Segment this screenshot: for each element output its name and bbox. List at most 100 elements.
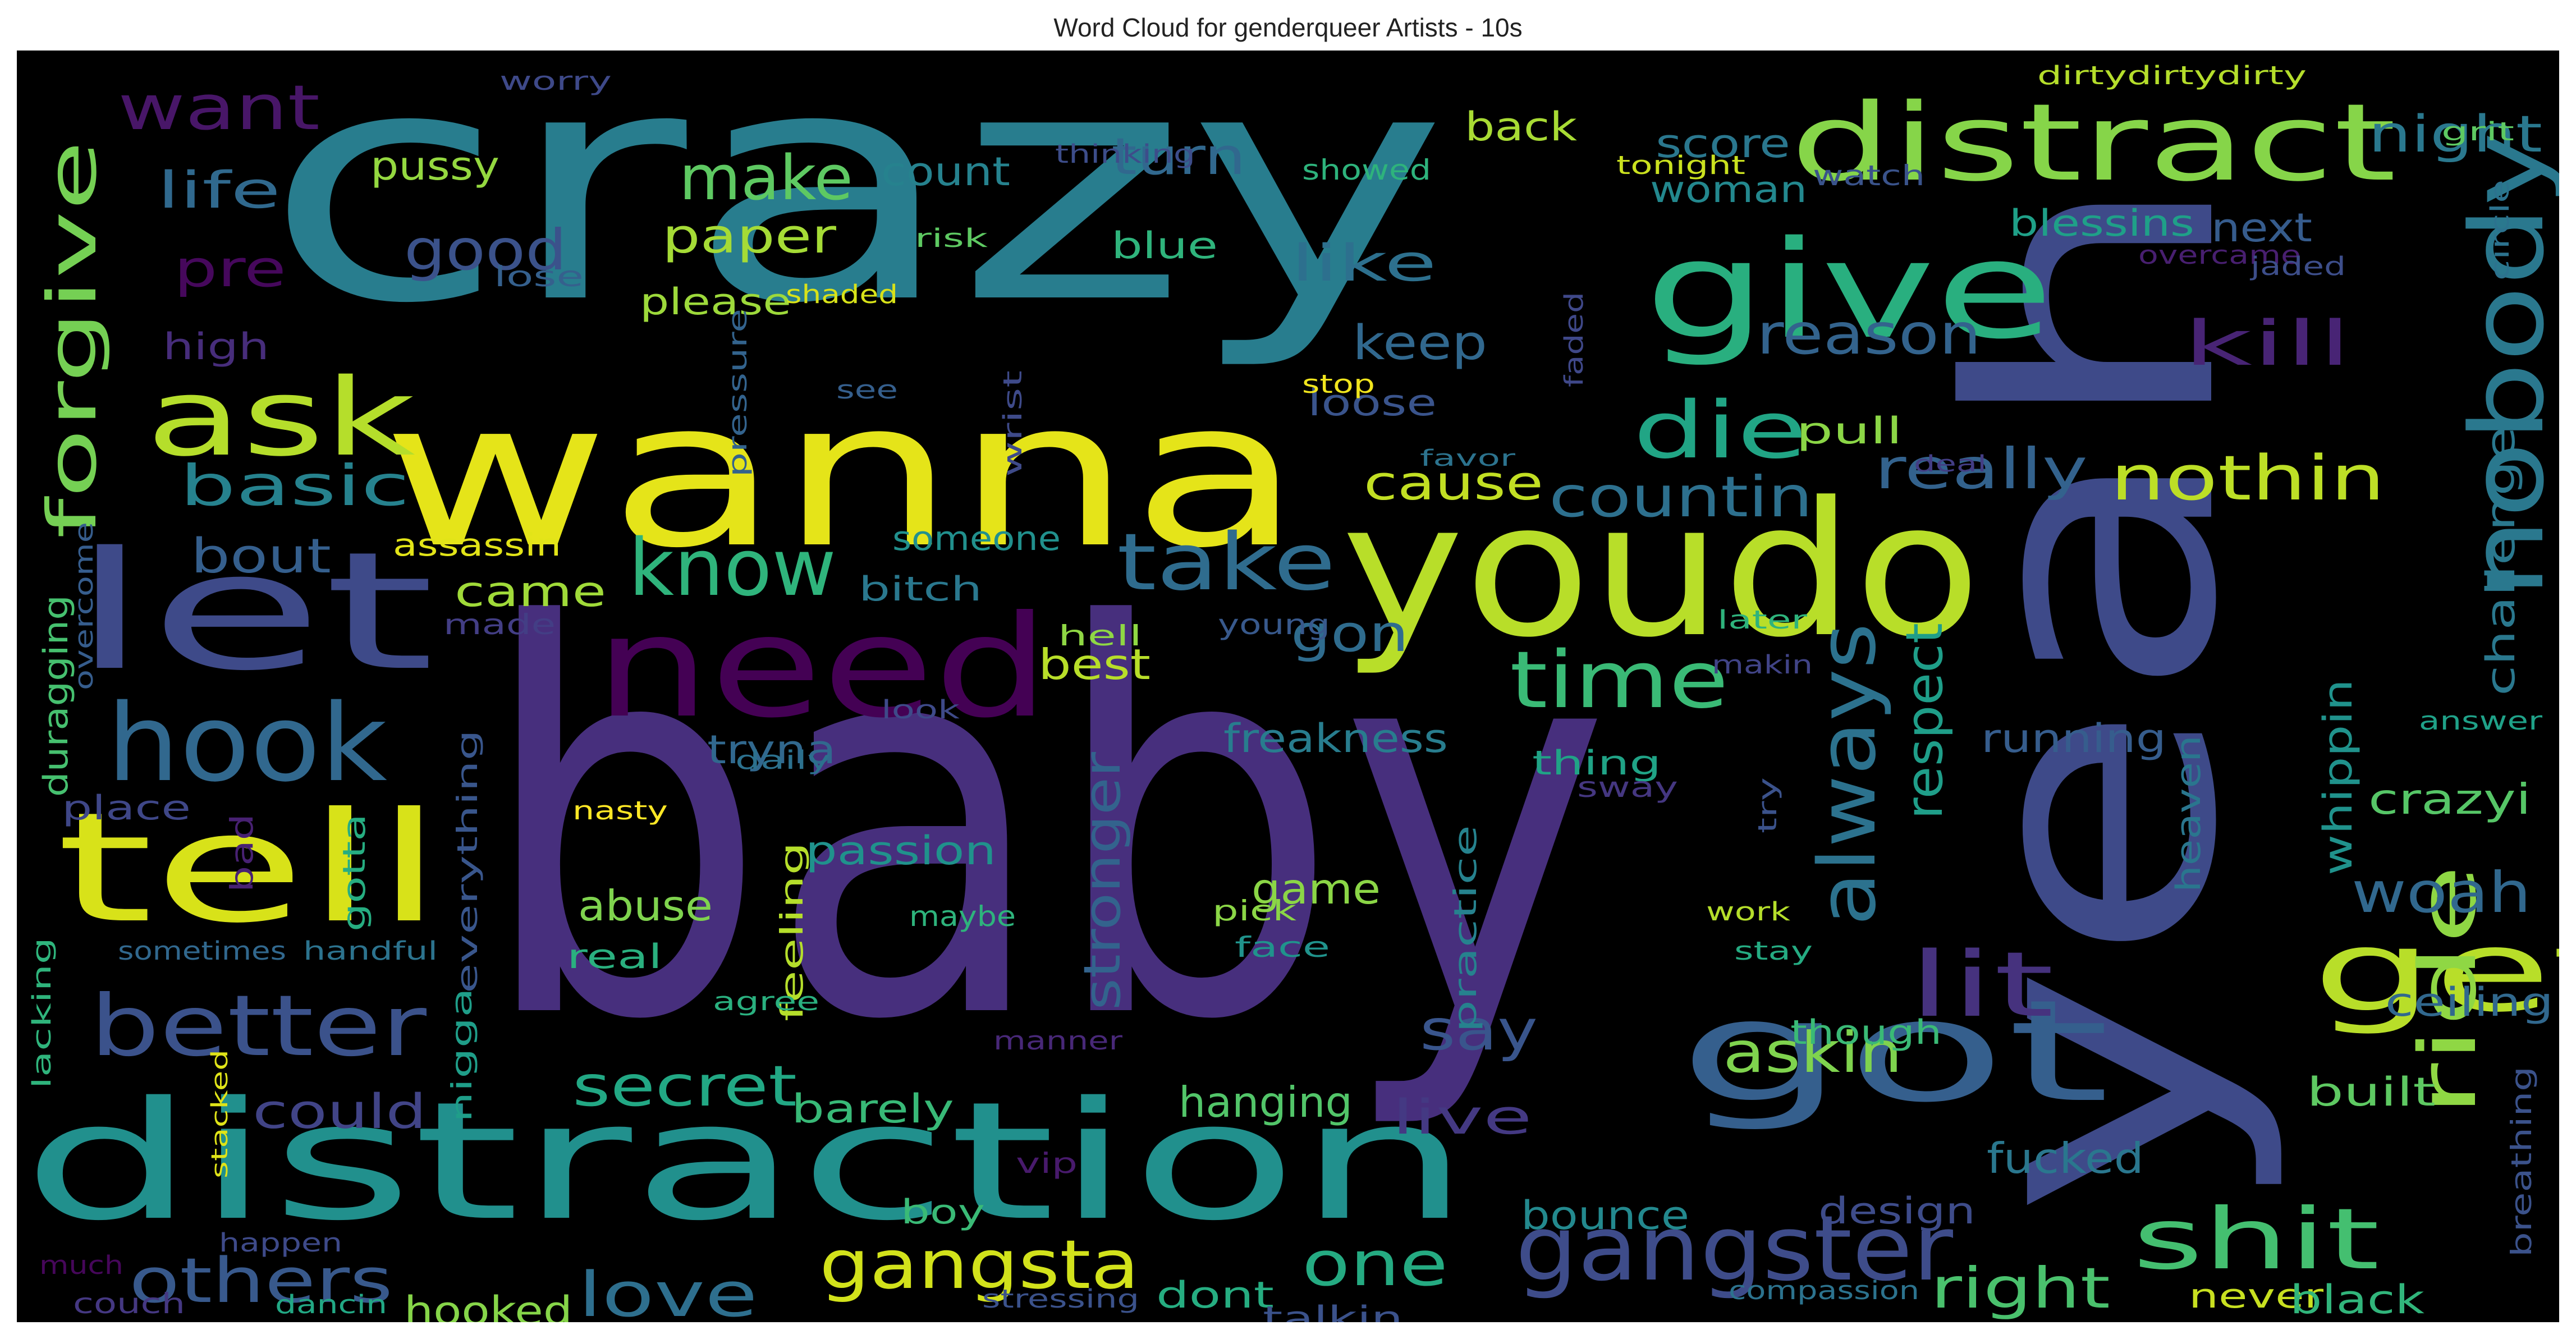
- word-stronger: stronger: [1073, 752, 1132, 1010]
- word-life: life: [157, 161, 281, 220]
- word-ceiling: ceiling: [2385, 979, 2554, 1025]
- word-thinking: thinking: [1055, 139, 1195, 169]
- word-wanna: wanna: [382, 357, 1302, 592]
- word-askin: askin: [1723, 1020, 1903, 1085]
- word-maybe: maybe: [909, 900, 1016, 933]
- word-bout: bout: [191, 529, 331, 584]
- word-never: never: [2189, 1277, 2323, 1316]
- word-nigga: nigga: [446, 988, 478, 1122]
- word-game: game: [1252, 864, 1381, 914]
- word-compassion: compassion: [1729, 1276, 1919, 1305]
- word-night: night: [2368, 105, 2542, 164]
- word-real: real: [567, 937, 662, 976]
- word-sometimes: sometimes: [118, 936, 286, 966]
- word-fucked: fucked: [1987, 1134, 2144, 1183]
- word-deal: deal: [1914, 451, 1987, 477]
- word-ask: ask: [146, 356, 415, 480]
- word-pull: pull: [1796, 410, 1903, 452]
- word-pussy: pussy: [370, 143, 499, 189]
- word-practice: practice: [1447, 825, 1483, 1033]
- word-crazy: crazy: [264, 51, 1448, 373]
- word-faded: faded: [1559, 292, 1589, 387]
- word-tonight: tonight: [1616, 150, 1745, 180]
- word-tryna: tryna: [707, 727, 836, 773]
- cloud-background: [17, 51, 2559, 1322]
- word-cloud: baby crazy yeah wanna youdo distraction needle…: [17, 51, 2559, 1322]
- word-hell: hell: [1058, 620, 1142, 652]
- word-hooked: hooked: [404, 1288, 572, 1322]
- word-baby: baby: [477, 516, 1611, 1136]
- word-woah: woah: [2352, 860, 2531, 925]
- word-stop: stop: [1302, 369, 1375, 399]
- word-forgive: forgive: [34, 140, 112, 539]
- word-jaded: jaded: [2250, 251, 2346, 281]
- word-stay: stay: [1734, 936, 1813, 966]
- word-hook: hook: [107, 681, 387, 805]
- word-later: later: [1717, 605, 1808, 635]
- word-duragging: duragging: [36, 595, 76, 797]
- word-running: running: [1981, 716, 2166, 762]
- word-watch: watch: [1813, 159, 1925, 192]
- word-distraction: distraction: [22, 1067, 1470, 1257]
- word-reason: reason: [1757, 301, 1981, 367]
- word-score: score: [1656, 121, 1790, 167]
- word-design: design: [1818, 1190, 1975, 1232]
- word-nobody: nobody: [2449, 132, 2559, 598]
- word-sway: sway: [1577, 771, 1678, 804]
- word-gangster: gangster: [1515, 1196, 1953, 1301]
- word-keep: keep: [1353, 315, 1487, 371]
- word-face: face: [1235, 931, 1330, 964]
- word-try: try: [1753, 777, 1782, 833]
- word-woman: woman: [1650, 169, 1807, 211]
- word-look: look: [881, 695, 960, 724]
- word-crazyi: crazyi: [2368, 774, 2531, 824]
- word-always: always: [1802, 623, 1894, 926]
- word-breathing: breathing: [2505, 1066, 2538, 1257]
- word-hanging: hanging: [1179, 1077, 1353, 1127]
- word-made: made: [443, 608, 556, 641]
- word-count: count: [881, 149, 1010, 195]
- word-right: right: [1931, 1255, 2110, 1321]
- word-distract: distract: [1790, 81, 2396, 205]
- word-assassin: assassin: [393, 527, 561, 563]
- word-loose: loose: [1308, 382, 1437, 424]
- word-overcame: overcame: [2138, 240, 2301, 270]
- word-showed: showed: [1302, 154, 1431, 186]
- word-heaven: heaven: [2169, 735, 2208, 892]
- word-thing: thing: [1532, 744, 1661, 783]
- word-answer: answer: [2419, 706, 2543, 736]
- word-overcome: overcome: [69, 522, 99, 690]
- word-lit: lit: [1908, 932, 2054, 1037]
- word-pressure: pressure: [723, 309, 753, 477]
- word-next: next: [2211, 205, 2312, 251]
- word-happen: happen: [219, 1228, 342, 1258]
- word-work: work: [1706, 897, 1790, 927]
- word-feeling: feeling: [774, 842, 810, 1021]
- word-shaded: shaded: [786, 279, 898, 309]
- word-give: give: [1644, 212, 2054, 369]
- word-ride: ride: [2403, 864, 2494, 1117]
- word-shit: shit: [2133, 1191, 2380, 1288]
- word-best: best: [1038, 640, 1151, 689]
- word-favor: favor: [1420, 446, 1516, 471]
- word-youdo: youdo: [1341, 462, 1981, 678]
- word-respect: respect: [1895, 623, 1954, 819]
- word-agree: agree: [713, 987, 819, 1016]
- word-passion: passion: [805, 828, 996, 874]
- word-could: could: [253, 1084, 427, 1140]
- word-die: die: [1633, 385, 1807, 476]
- word-boy: boy: [901, 1193, 985, 1232]
- word-talkin: talkin: [1263, 1299, 1403, 1322]
- word-say: say: [1420, 997, 1538, 1063]
- word-gangsta: gangsta: [819, 1226, 1139, 1304]
- word-nasty: nasty: [572, 796, 668, 826]
- word-cloud-words: baby crazy yeah wanna youdo distraction needle…: [22, 51, 2559, 1322]
- word-need: need: [595, 585, 1049, 749]
- word-stressing: stressing: [982, 1284, 1139, 1314]
- word-countin: countin: [1549, 464, 1813, 530]
- word-daily: daily: [735, 745, 831, 775]
- word-bad: bad: [224, 814, 260, 892]
- word-high: high: [163, 326, 269, 368]
- word-lacking: lacking: [27, 937, 57, 1089]
- word-pick: pick: [1212, 895, 1296, 927]
